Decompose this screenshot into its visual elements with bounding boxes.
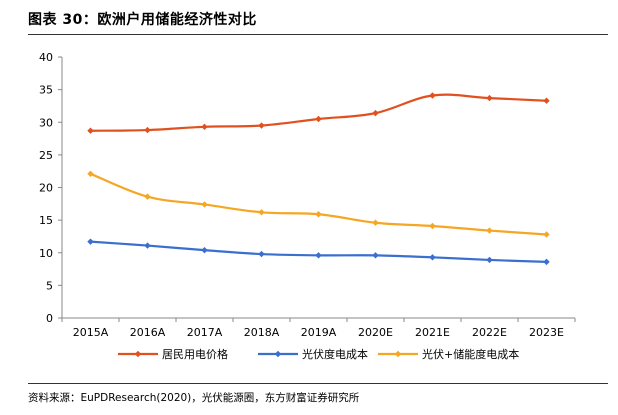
figure-title: 图表 30：欧洲户用储能经济性对比 — [28, 12, 257, 28]
series-point-0 — [315, 115, 322, 123]
y-tick-label: 35 — [39, 84, 53, 97]
series-point-2 — [144, 193, 151, 200]
figure-header: 图表 30：欧洲户用储能经济性对比 — [0, 0, 618, 36]
legend-label-1: 光伏度电成本 — [302, 347, 368, 361]
series-point-1 — [87, 238, 94, 245]
legend-label-0: 居民用电价格 — [162, 347, 228, 361]
y-tick-label: 20 — [39, 182, 53, 195]
x-tick-label: 2020E — [358, 326, 393, 339]
x-tick-label: 2016A — [130, 326, 166, 339]
series-point-1 — [486, 256, 493, 264]
legend-marker-0 — [134, 350, 142, 358]
y-tick-label: 25 — [39, 149, 53, 162]
chart-area: 0 5 10 15 20 25 30 35 40 2015A 2016A 2017A 2018A 2019… — [0, 36, 618, 381]
series-point-0 — [429, 92, 436, 99]
series-point-1 — [144, 242, 151, 249]
series-point-2 — [315, 211, 322, 218]
y-tick-label: 15 — [39, 214, 53, 227]
legend-marker-2 — [394, 350, 402, 358]
x-tick-label: 2018A — [244, 326, 280, 339]
x-tick-label: 2017A — [187, 326, 223, 339]
series-point-2 — [258, 209, 265, 216]
series-point-0 — [372, 109, 379, 117]
series-point-2 — [372, 219, 379, 226]
series-point-1 — [258, 250, 265, 258]
series-point-1 — [201, 246, 208, 254]
y-tick-label: 30 — [39, 116, 53, 129]
series-point-2 — [486, 227, 493, 234]
x-tick-label: 2019A — [301, 326, 337, 339]
series-line-2 — [90, 172, 547, 236]
series-point-0 — [543, 97, 550, 104]
y-tick-label: 40 — [39, 51, 53, 64]
x-tick-label: 2021E — [415, 326, 450, 339]
series-point-1 — [543, 258, 550, 266]
y-tick-label: 10 — [39, 247, 53, 260]
series-point-0 — [486, 94, 493, 102]
series-point-1 — [315, 252, 322, 259]
series-point-0 — [258, 122, 265, 129]
y-tick-label: 5 — [46, 279, 53, 292]
legend-marker-1 — [274, 350, 282, 358]
series-point-0 — [201, 123, 208, 131]
series-line-1 — [90, 240, 547, 263]
line-chart: 0 5 10 15 20 25 30 35 40 2015A 2016A 2017A 2018A 2019… — [39, 51, 576, 361]
x-tick-label: 2023E — [529, 326, 564, 339]
series-point-1 — [429, 254, 436, 261]
series-point-2 — [543, 231, 550, 238]
source-note: 资料来源：EuPDResearch(2020)，光伏能源圈，东方财富证券研究所 — [28, 392, 360, 404]
series-point-2 — [429, 222, 436, 230]
x-tick-label: 2022E — [472, 326, 507, 339]
top-rule — [28, 34, 608, 35]
series-line-0 — [90, 93, 547, 132]
series-point-0 — [144, 126, 151, 134]
series-point-0 — [87, 127, 94, 134]
series-point-2 — [87, 170, 94, 177]
legend-label-2: 光伏+储能度电成本 — [422, 347, 519, 361]
series-point-1 — [372, 252, 379, 259]
bottom-rule — [28, 383, 608, 384]
x-tick-label: 2015A — [73, 326, 109, 339]
y-tick-label: 0 — [46, 312, 53, 325]
series-point-2 — [201, 201, 208, 208]
